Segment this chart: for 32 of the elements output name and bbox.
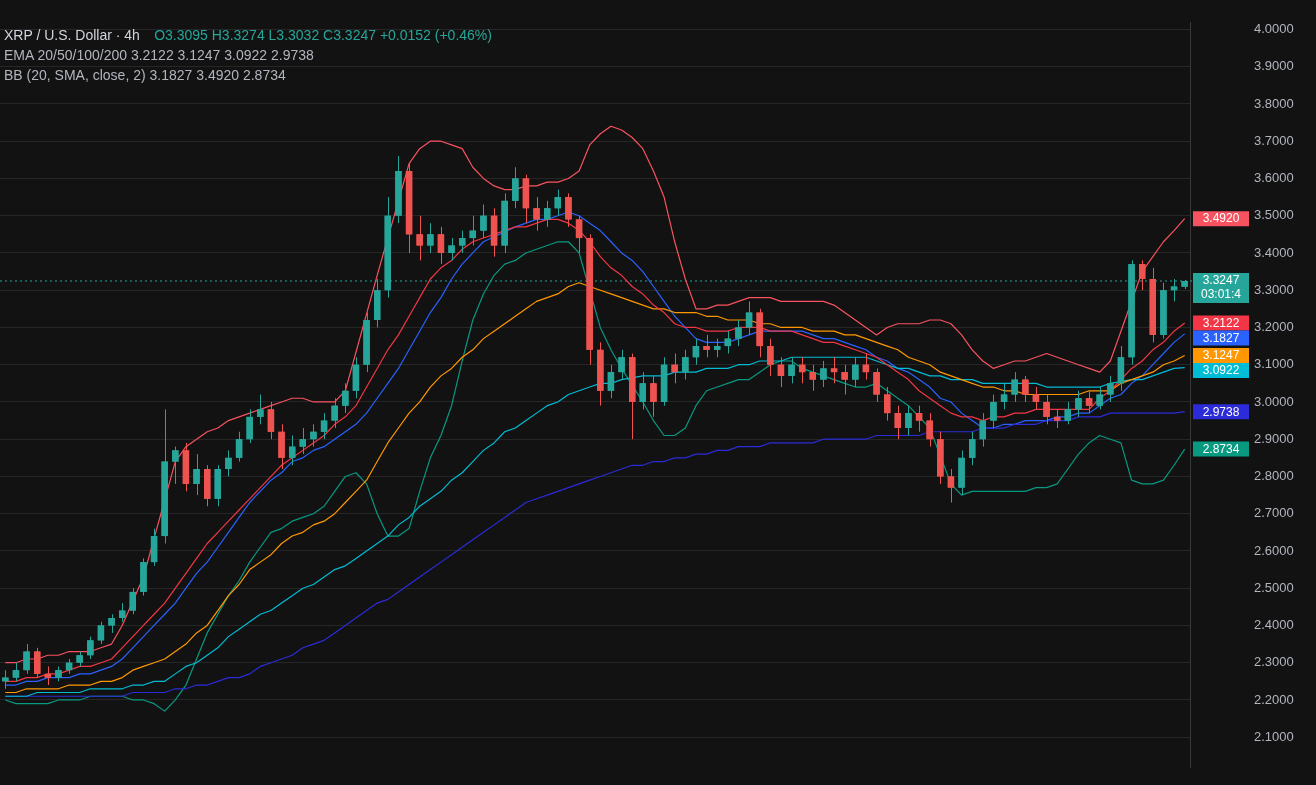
y-tick-label: 2.9000 <box>1254 430 1294 446</box>
data-label: 2.8734 <box>1202 441 1240 456</box>
data-label: 3.1827 <box>1202 330 1240 345</box>
data-label: 3.1247 <box>1202 348 1240 363</box>
y-tick-label: 3.5000 <box>1254 207 1294 223</box>
y-tick-label: 3.6000 <box>1254 170 1294 186</box>
y-tick-label: 2.5000 <box>1254 579 1294 595</box>
y-tick-label: 2.2000 <box>1254 691 1294 707</box>
y-tick-label: 3.9000 <box>1254 58 1294 74</box>
y-tick-label: 3.4000 <box>1254 244 1294 260</box>
chart-title: XRP / U.S. Dollar · 4h <box>4 26 140 43</box>
chart-subtitle: O3.3095 H3.3274 L3.3032 C3.3247 +0.0152 (+0.46%) <box>154 26 492 43</box>
annotation: EMA 20/50/100/200 3.2122 3.1247 3.0922 2.9738 <box>4 46 315 63</box>
data-label: 2.9738 <box>1202 404 1240 419</box>
y-tick-label: 2.3000 <box>1254 654 1294 670</box>
y-tick-label: 2.7000 <box>1254 505 1294 521</box>
y-tick-label: 3.0000 <box>1254 393 1294 409</box>
y-tick-label: 2.1000 <box>1254 728 1294 744</box>
annotation: BB (20, SMA, close, 2) 3.1827 3.4920 2.8734 <box>4 66 286 83</box>
y-tick-label: 3.8000 <box>1254 95 1294 111</box>
y-tick-label: 2.4000 <box>1254 617 1294 633</box>
data-label: 3.4920 <box>1202 211 1240 226</box>
y-tick-label: 2.8000 <box>1254 468 1294 484</box>
y-tick-label: 3.2000 <box>1254 319 1294 335</box>
ref-line-label: 3.3247 03:01:4 <box>1200 273 1242 302</box>
data-label: 3.0922 <box>1202 363 1240 378</box>
data-label: 3.2122 <box>1202 315 1240 330</box>
y-tick-label: 4.0000 <box>1254 21 1294 37</box>
y-tick-label: 2.6000 <box>1254 542 1294 558</box>
y-tick-label: 3.1000 <box>1254 356 1294 372</box>
y-tick-label: 3.3000 <box>1254 281 1294 297</box>
y-tick-label: 3.7000 <box>1254 132 1294 148</box>
